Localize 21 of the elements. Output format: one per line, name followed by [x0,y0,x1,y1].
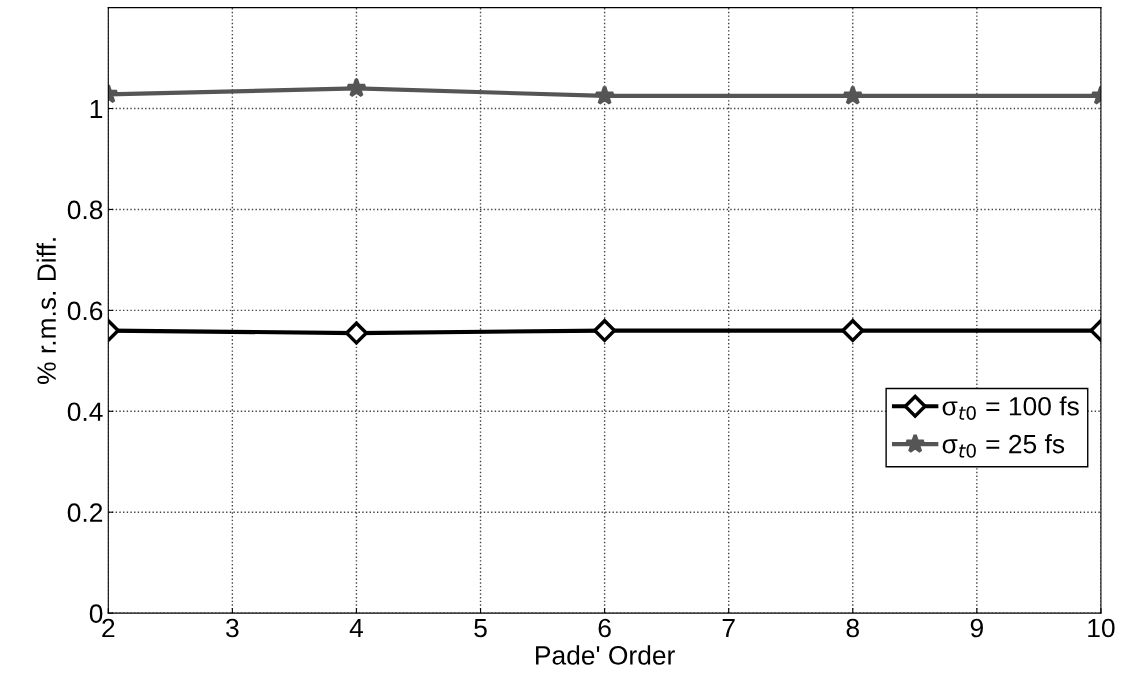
y-tick-label: 1 [90,99,103,119]
x-tick-label: 4 [349,618,364,638]
x-tick-label: 2 [102,618,115,638]
y-tick-label: 0.2 [67,503,103,523]
point [594,85,615,105]
x-tick-label: 9 [970,618,983,638]
point [593,318,617,343]
legend-label: σ$_{t0}$ = 100 fs [942,396,1079,420]
x-tick-label: 10 [1088,618,1115,638]
x-tick-label: 6 [598,618,611,638]
y-tick-label: 0.4 [67,402,103,422]
y-tick-label: 0.6 [67,301,103,321]
x-tick-label: 8 [846,618,859,638]
y-tick-label: 0.8 [67,200,103,220]
y-tick-label: 0 [89,604,103,623]
x-tick-label: 3 [226,618,239,638]
x-tick-label: 5 [474,618,487,638]
x-tick-label: 7 [722,618,735,638]
x-axis-title: Pade' Order [536,645,675,665]
legend-label: σ$_{t0}$ = 25 fs [942,434,1065,458]
y-axis-title: % r.m.s. Diff. [36,238,56,384]
